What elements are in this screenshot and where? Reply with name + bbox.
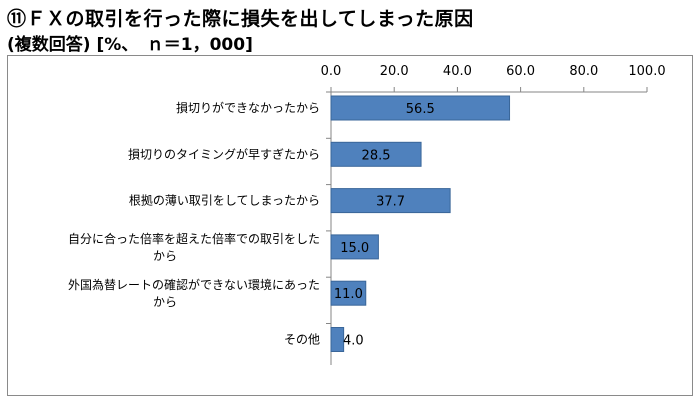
bar-value-label: 4.0 bbox=[343, 334, 364, 349]
x-tick-label: 80.0 bbox=[569, 64, 598, 79]
x-tick-label: 0.0 bbox=[321, 64, 342, 79]
bar-value-label: 37.7 bbox=[376, 195, 405, 210]
chart-title: ⑪ＦＸの取引を行った際に損失を出してしまった原因 bbox=[7, 8, 474, 30]
bar bbox=[330, 188, 451, 214]
bar bbox=[330, 280, 367, 306]
category-label: 損切りのタイミングが早すぎたから bbox=[128, 146, 320, 161]
category-label: 根拠の薄い取引をしてしまったから bbox=[129, 193, 320, 208]
bar bbox=[330, 327, 345, 352]
chart-frame bbox=[7, 55, 693, 396]
category-label: 外国為替レートの確認ができない環境にあった bbox=[68, 277, 320, 292]
bar-value-label: 11.0 bbox=[334, 287, 363, 302]
bar-value-label: 56.5 bbox=[406, 102, 435, 117]
x-tick-label: 40.0 bbox=[443, 64, 472, 79]
category-label: 自分に合った倍率を超えた倍率での取引をした bbox=[68, 231, 320, 246]
category-label: 損切りができなかったから bbox=[176, 100, 320, 115]
bar-value-label: 28.5 bbox=[362, 148, 391, 163]
category-label-continuation: から bbox=[153, 249, 177, 263]
category-label: その他 bbox=[284, 333, 320, 347]
bar bbox=[330, 234, 379, 260]
chart-subtitle: (複数回答) [%、 ｎ＝1，000] bbox=[7, 35, 253, 55]
bar-value-label: 15.0 bbox=[340, 241, 369, 256]
x-tick-label: 60.0 bbox=[506, 64, 535, 79]
bar bbox=[330, 95, 511, 121]
x-tick-label: 100.0 bbox=[628, 64, 665, 79]
bar bbox=[330, 141, 422, 167]
category-label-continuation: から bbox=[153, 295, 177, 309]
x-tick-label: 20.0 bbox=[380, 64, 409, 79]
